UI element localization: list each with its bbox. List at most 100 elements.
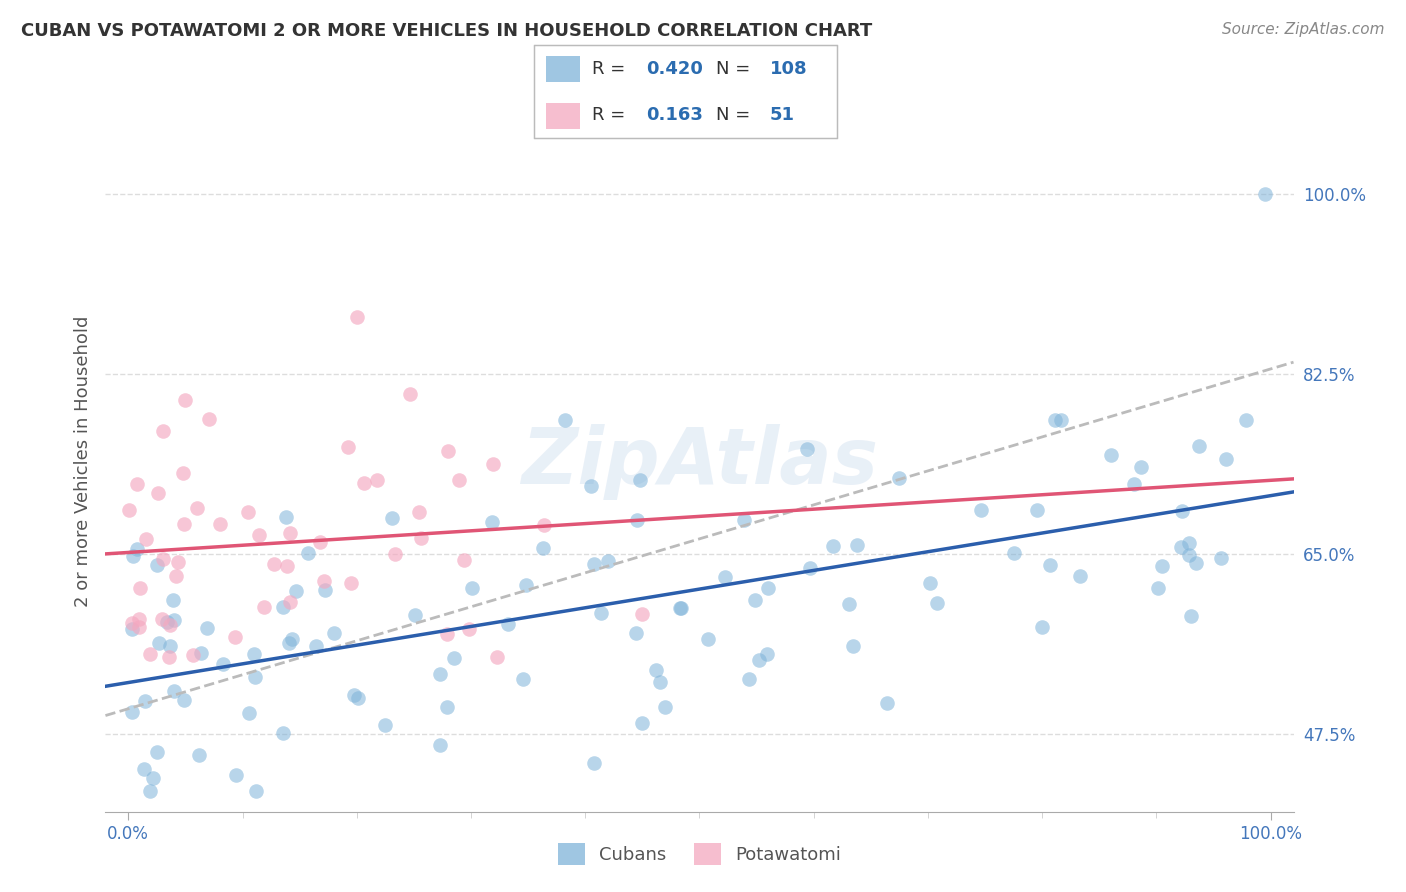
Point: [436, 626, 458, 640]
Text: ZipAtlas: ZipAtlas: [522, 424, 877, 500]
Legend: Cubans, Potawatomi: Cubans, Potawatomi: [551, 836, 848, 872]
Point: [796, 442, 818, 457]
Point: [273, 600, 295, 615]
Point: [713, 569, 735, 583]
Point: [374, 718, 396, 732]
Point: [274, 510, 297, 524]
Point: [838, 598, 860, 612]
Text: N =: N =: [716, 61, 755, 78]
Point: [876, 697, 898, 711]
Point: [163, 613, 186, 627]
Point: [437, 444, 460, 458]
Point: [249, 528, 271, 542]
Point: [515, 578, 537, 592]
Point: [631, 607, 654, 622]
Point: [165, 568, 187, 582]
Point: [970, 503, 993, 517]
Point: [366, 473, 388, 487]
Point: [1234, 413, 1257, 427]
Point: [404, 607, 426, 622]
Point: [630, 716, 652, 731]
Point: [263, 557, 285, 571]
Point: [496, 616, 519, 631]
Point: [198, 412, 221, 426]
Point: [305, 640, 328, 654]
Point: [1178, 548, 1201, 562]
Point: [654, 699, 676, 714]
Point: [152, 612, 174, 626]
Text: Source: ZipAtlas.com: Source: ZipAtlas.com: [1222, 22, 1385, 37]
Point: [583, 557, 606, 571]
Point: [1188, 439, 1211, 453]
Point: [195, 621, 218, 635]
Point: [756, 581, 779, 595]
Point: [134, 693, 156, 707]
Point: [142, 771, 165, 785]
Point: [458, 622, 481, 636]
Point: [163, 684, 186, 698]
Point: [533, 518, 555, 533]
Point: [453, 553, 475, 567]
Point: [139, 784, 162, 798]
Point: [1215, 452, 1237, 467]
Point: [132, 763, 155, 777]
Point: [738, 672, 761, 686]
Point: [121, 622, 143, 636]
Point: [1123, 477, 1146, 491]
Point: [245, 784, 267, 798]
Point: [436, 699, 458, 714]
Point: [697, 632, 720, 646]
Point: [1171, 504, 1194, 518]
Point: [1039, 558, 1062, 573]
Point: [271, 725, 294, 739]
Text: 51: 51: [770, 106, 794, 124]
Point: [1180, 609, 1202, 624]
Point: [312, 574, 335, 589]
Text: 0.420: 0.420: [647, 61, 703, 78]
Point: [157, 650, 180, 665]
Point: [225, 768, 247, 782]
Point: [238, 505, 260, 519]
Point: [481, 516, 503, 530]
Point: [183, 648, 205, 663]
Point: [482, 457, 505, 471]
Point: [1185, 556, 1208, 570]
Point: [1178, 536, 1201, 550]
Point: [135, 533, 157, 547]
Point: [409, 531, 432, 545]
Point: [159, 618, 181, 632]
Point: [598, 554, 620, 568]
Point: [278, 526, 301, 541]
Point: [748, 653, 770, 667]
Point: [1150, 559, 1173, 574]
Point: [342, 688, 364, 702]
Point: [127, 477, 149, 491]
Point: [238, 706, 260, 720]
Point: [208, 516, 231, 531]
Point: [129, 581, 152, 595]
Point: [443, 651, 465, 665]
Point: [353, 476, 375, 491]
Point: [128, 620, 150, 634]
Point: [887, 471, 910, 485]
Point: [156, 615, 179, 629]
Point: [121, 615, 143, 630]
Point: [277, 635, 299, 649]
Point: [626, 513, 648, 527]
Point: [309, 535, 332, 549]
Point: [823, 539, 845, 553]
Point: [648, 675, 671, 690]
Text: CUBAN VS POTAWATOMI 2 OR MORE VEHICLES IN HOUSEHOLD CORRELATION CHART: CUBAN VS POTAWATOMI 2 OR MORE VEHICLES I…: [21, 22, 872, 40]
Point: [278, 594, 301, 608]
Point: [1002, 546, 1025, 560]
Point: [125, 541, 148, 556]
Point: [1031, 619, 1053, 633]
Point: [337, 441, 360, 455]
Point: [138, 647, 160, 661]
Point: [744, 593, 766, 607]
Point: [1099, 448, 1122, 462]
Point: [408, 505, 430, 519]
Point: [486, 650, 509, 665]
Y-axis label: 2 or more Vehicles in Household: 2 or more Vehicles in Household: [73, 316, 91, 607]
Point: [146, 558, 169, 572]
